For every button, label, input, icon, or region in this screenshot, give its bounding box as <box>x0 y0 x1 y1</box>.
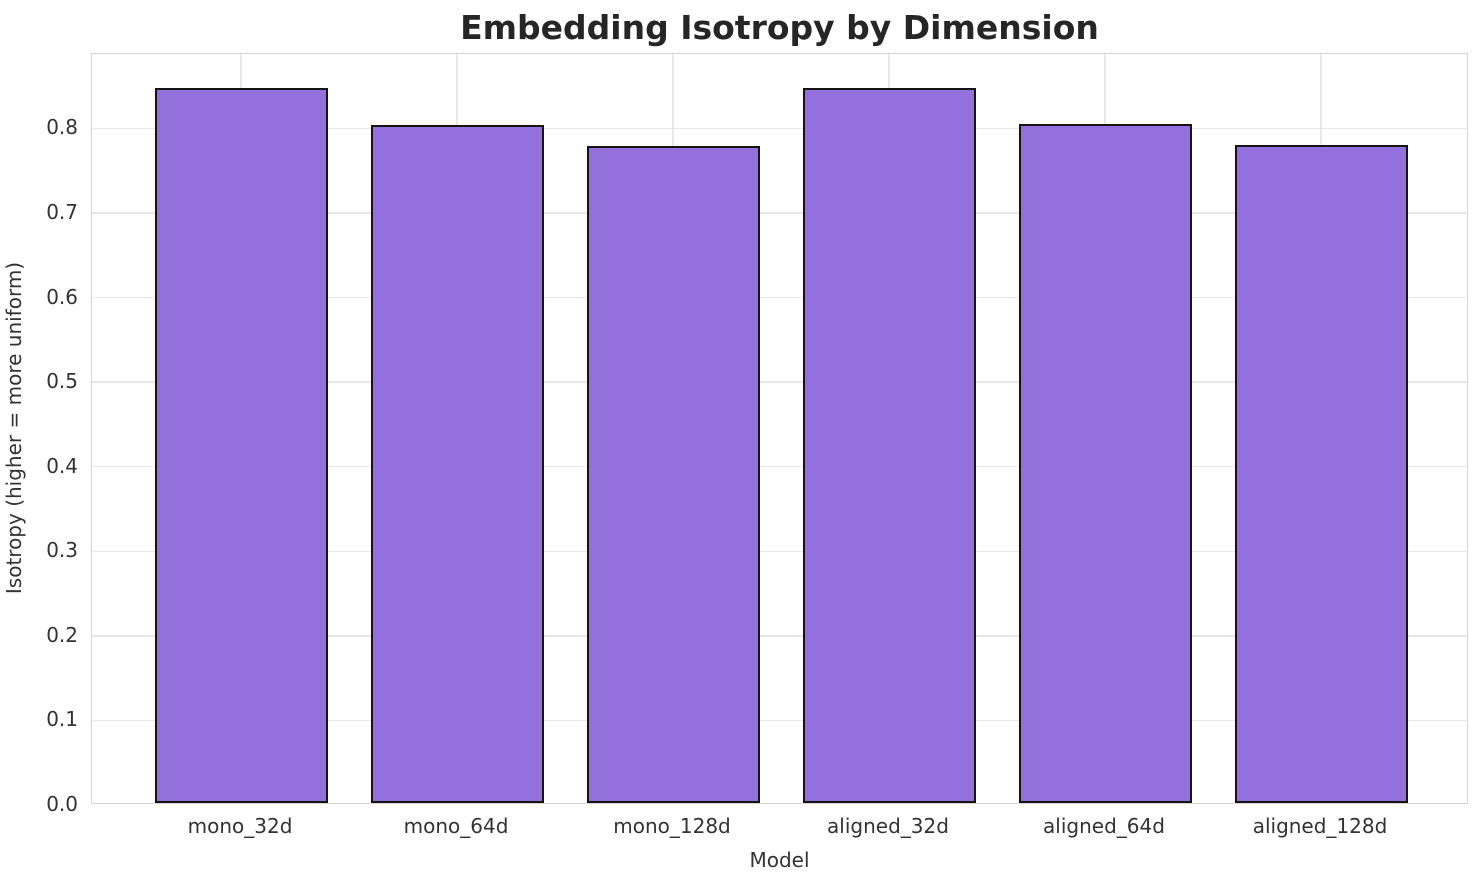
gridline-h <box>92 465 1467 468</box>
bar-aligned_32d <box>802 88 976 803</box>
gridline-h <box>92 635 1467 637</box>
gridline-h <box>92 127 1467 130</box>
gridline-h <box>92 550 1467 553</box>
plot-area <box>91 53 1468 804</box>
gridline-h <box>92 719 1467 722</box>
y-tick-label: 0.2 <box>46 622 78 647</box>
bar-aligned_128d <box>1234 145 1408 803</box>
y-tick-label: 0.5 <box>46 369 78 394</box>
x-tick-label: mono_32d <box>187 814 293 838</box>
gridline-h <box>92 296 1467 299</box>
y-tick-label: 0.1 <box>46 707 78 732</box>
y-axis-label: Isotropy (higher = more uniform) <box>2 261 26 595</box>
bar-aligned_64d <box>1018 123 1192 803</box>
gridline-h <box>92 212 1467 214</box>
y-tick-label: 0.3 <box>46 538 78 563</box>
y-tick-label: 0.8 <box>46 115 78 140</box>
x-tick-label: aligned_128d <box>1252 814 1388 838</box>
bar-mono_64d <box>370 124 544 803</box>
x-axis-label: Model <box>749 848 810 872</box>
x-tick-label: mono_64d <box>403 814 509 838</box>
y-tick-label: 0.4 <box>46 453 78 478</box>
x-tick-label: aligned_64d <box>1043 814 1165 838</box>
bar-mono_32d <box>154 88 328 803</box>
y-tick-label: 0.7 <box>46 199 78 224</box>
bar-mono_128d <box>586 145 760 803</box>
y-tick-label: 0.6 <box>46 284 78 309</box>
x-tick-label: aligned_32d <box>827 814 949 838</box>
x-tick-label: mono_128d <box>613 814 731 838</box>
chart-title: Embedding Isotropy by Dimension <box>460 8 1099 47</box>
y-tick-label: 0.0 <box>46 792 78 816</box>
gridline-h <box>92 381 1467 383</box>
